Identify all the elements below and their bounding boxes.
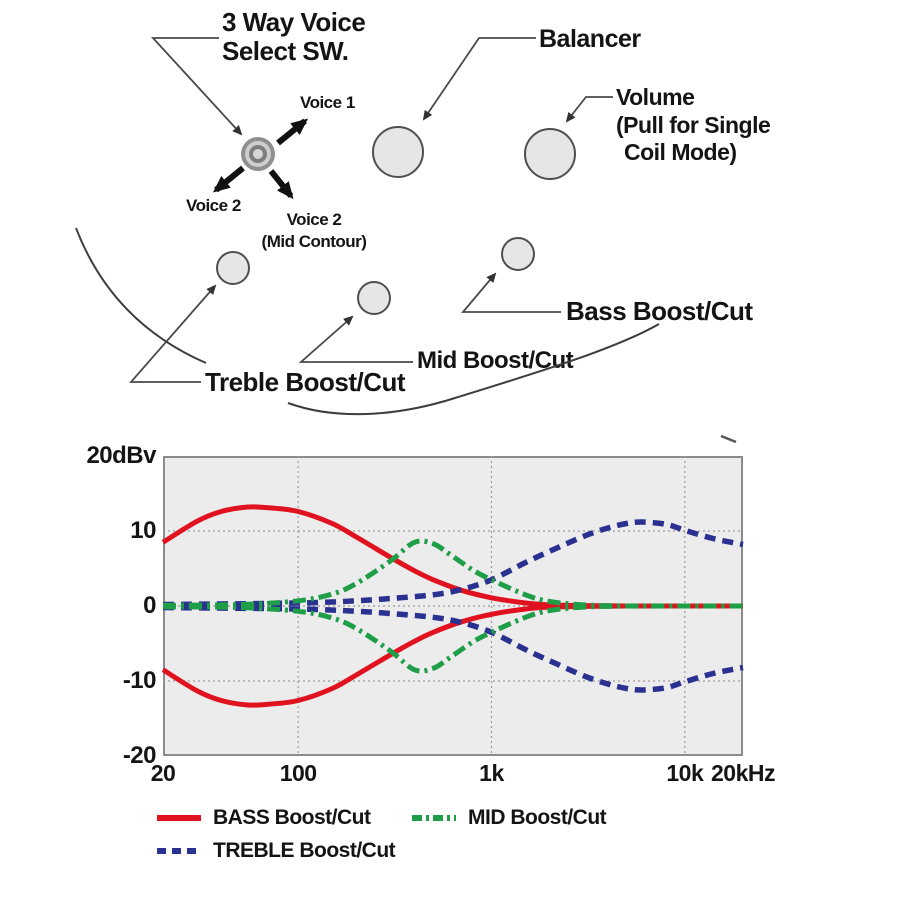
voice1-label: Voice 1 <box>300 93 355 112</box>
y-tick-label--20: -20 <box>122 742 157 769</box>
voice2-mid-contour-label: Voice 2 (Mid Contour) <box>252 209 376 253</box>
voice2-arrow <box>212 165 245 193</box>
x-tick-label-100: 100 <box>279 760 317 786</box>
mid-leader-arrow <box>298 315 413 363</box>
frequency-response-plot-area <box>163 456 743 756</box>
diagram-line-art <box>75 37 737 444</box>
x-tick-label-20: 20 <box>150 760 176 786</box>
bass-line-swatch <box>157 815 201 821</box>
body-outline-fragment <box>720 434 737 444</box>
voice-select-switch <box>241 137 275 171</box>
voice2-mid-contour-arrow <box>268 169 294 200</box>
legend-label-treble: TREBLE Boost/Cut <box>213 839 396 862</box>
voice-select-switch-cap <box>253 149 263 159</box>
volume-label-line2: (Pull for Single <box>616 111 771 138</box>
y-tick-label-0: 0 <box>143 592 156 619</box>
bass-knob <box>501 237 535 271</box>
voice2-label: Voice 2 <box>186 196 241 215</box>
treble-knob <box>216 251 250 285</box>
balancer-label: Balancer <box>539 25 641 53</box>
x-tick-label-10k: 10k <box>666 760 704 786</box>
volume-leader-arrow <box>565 96 613 123</box>
balancer-leader-arrow <box>422 37 536 121</box>
y-tick-label-10: 10 <box>130 517 156 544</box>
y-tick-label-20dBv: 20dBv <box>86 442 156 469</box>
x-tick-label-20kHz: 20kHz <box>711 760 775 786</box>
voice-select-label-line2: Select SW. <box>222 36 349 67</box>
legend-item-mid: MID Boost/Cut <box>411 806 607 830</box>
treble-line-swatch <box>157 848 201 854</box>
bass-leader-arrow <box>461 272 561 313</box>
voice-select-switch-ring <box>245 141 271 167</box>
voice2-mid-contour-line1: Voice 2 <box>286 210 342 229</box>
bass-boost-cut-label: Bass Boost/Cut <box>566 296 753 326</box>
volume-label-line1: Volume <box>616 84 695 110</box>
legend-item-bass: BASS Boost/Cut <box>156 806 371 830</box>
mid-boost-cut-label: Mid Boost/Cut <box>417 347 574 374</box>
treble-boost-cut-label: Treble Boost/Cut <box>205 367 406 397</box>
guitar-body-curve-left <box>75 227 207 364</box>
x-tick-label-1k: 1k <box>479 760 504 786</box>
volume-label-line3: Coil Mode) <box>624 139 737 166</box>
mid-knob <box>357 281 391 315</box>
legend-item-treble: TREBLE Boost/Cut <box>156 839 396 863</box>
voice-select-label-line1: 3 Way Voice <box>222 7 366 37</box>
voice1-arrow <box>276 118 309 146</box>
voice-select-switch-label: 3 Way Voice Select SW. <box>222 7 366 67</box>
voice-select-switch-inner-ring <box>249 145 267 163</box>
treble-leader-arrow <box>129 284 217 383</box>
balancer-knob <box>372 126 424 178</box>
y-tick-label--10: -10 <box>122 667 157 694</box>
volume-knob <box>524 128 576 180</box>
voice2-mid-contour-line2: (Mid Contour) <box>261 232 367 252</box>
legend-label-bass: BASS Boost/Cut <box>213 806 371 829</box>
legend-label-mid: MID Boost/Cut <box>468 806 607 829</box>
mid-line-swatch <box>412 815 456 821</box>
volume-label: Volume (Pull for Single Coil Mode) <box>616 84 771 167</box>
